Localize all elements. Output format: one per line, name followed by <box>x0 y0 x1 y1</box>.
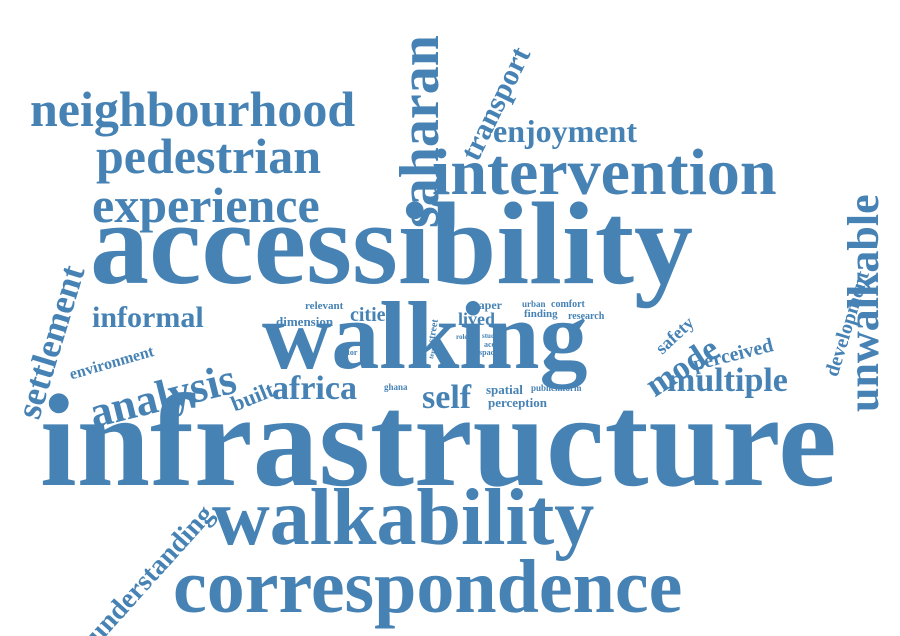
word-enjoyment: enjoyment <box>493 115 637 147</box>
word-perception: perception <box>488 396 547 409</box>
word-paper: paper <box>472 299 502 311</box>
word-finding: finding <box>524 309 558 320</box>
word-africa: africa <box>272 372 357 406</box>
word-pedestrian: pedestrian <box>96 131 321 181</box>
word-lived: lived <box>458 310 495 328</box>
word-experience: experience <box>92 180 320 230</box>
word-correspondence: correspondence <box>173 549 682 625</box>
word-publicinform: publicinform <box>531 384 582 393</box>
word-neighbourhood: neighbourhood <box>30 84 355 134</box>
word-research: research <box>568 312 604 322</box>
word-role: role <box>456 334 468 341</box>
word-dimension: dimension <box>276 315 333 328</box>
word-saharan: saharan <box>392 35 448 228</box>
word-informal: informal <box>92 303 204 333</box>
word-space: space <box>479 349 498 357</box>
word-factor: factor <box>337 349 357 357</box>
word-self: self <box>422 381 471 415</box>
word-study: study <box>482 333 498 340</box>
word-relevant: relevant <box>305 301 343 312</box>
word-ghana: ghana <box>384 383 408 392</box>
word-cities: cities <box>350 305 393 325</box>
